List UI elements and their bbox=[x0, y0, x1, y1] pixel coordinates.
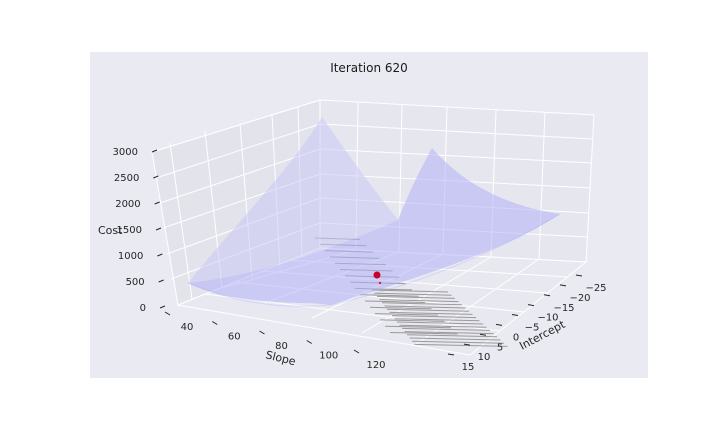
y-tick-label: 15 bbox=[462, 362, 475, 373]
z-axis: 0 500 1000 1500 2000 2500 3000 bbox=[113, 147, 166, 314]
y-tick-label: 10 bbox=[478, 352, 491, 363]
z-tick-mark bbox=[158, 279, 164, 283]
z-tick-label: 1500 bbox=[117, 225, 142, 236]
x-tick-mark bbox=[164, 311, 171, 316]
z-axis-label: Cost bbox=[98, 224, 123, 237]
z-tick-mark bbox=[159, 305, 166, 309]
contour-line bbox=[379, 319, 445, 322]
y-tick-label: −15 bbox=[553, 303, 574, 314]
y-tick-mark bbox=[447, 353, 455, 356]
contour-line bbox=[411, 340, 505, 344]
contour-line bbox=[384, 325, 452, 329]
contour-line bbox=[406, 334, 498, 338]
contour-line bbox=[401, 327, 491, 331]
current-point-marker bbox=[373, 271, 381, 279]
y-tick-label: −5 bbox=[525, 323, 540, 334]
x-tick-mark bbox=[211, 321, 218, 325]
y-tick-label: −20 bbox=[569, 293, 590, 304]
contour-line bbox=[376, 295, 456, 299]
z-tick-mark bbox=[155, 227, 162, 231]
contour-line bbox=[371, 289, 449, 293]
surface-left-lobe bbox=[188, 117, 398, 283]
contour-line bbox=[374, 313, 439, 316]
z-tick-mark bbox=[153, 175, 159, 179]
x-tick-label: 60 bbox=[228, 332, 241, 343]
z-tick-label: 2000 bbox=[115, 199, 140, 210]
y-tick-mark bbox=[543, 294, 551, 297]
y-tick-mark bbox=[559, 284, 567, 287]
x-tick-mark bbox=[306, 340, 313, 344]
y-tick-label: −10 bbox=[537, 313, 558, 324]
x-tick-label: 80 bbox=[275, 341, 288, 352]
z-tick-mark bbox=[157, 253, 163, 257]
contour-line bbox=[379, 299, 459, 303]
contour-line bbox=[364, 300, 426, 303]
y-tick-mark bbox=[463, 343, 471, 346]
x-tick-mark bbox=[353, 349, 360, 354]
x-tick-mark bbox=[259, 330, 265, 335]
contour-line bbox=[389, 311, 473, 315]
z-tick-mark bbox=[154, 201, 160, 205]
contour-line bbox=[389, 332, 458, 335]
current-point-shadow bbox=[378, 281, 382, 285]
y-tick-mark bbox=[511, 314, 519, 316]
contour-line bbox=[384, 305, 466, 309]
z-tick-mark bbox=[151, 149, 158, 153]
z-tick-label: 500 bbox=[126, 277, 145, 288]
x-tick-label: 100 bbox=[319, 351, 338, 362]
x-tick-label: 40 bbox=[181, 322, 194, 333]
y-tick-mark bbox=[575, 274, 583, 277]
surface-right-lobe bbox=[188, 148, 560, 305]
contour-line bbox=[396, 321, 484, 325]
contour-line bbox=[399, 324, 487, 328]
contour-line bbox=[394, 318, 480, 322]
z-tick-label: 2500 bbox=[114, 173, 139, 184]
y-tick-mark bbox=[495, 323, 503, 326]
y-tick-label: −25 bbox=[585, 283, 606, 294]
cost-surface bbox=[187, 117, 561, 307]
contour-line bbox=[386, 308, 470, 312]
contour-line bbox=[381, 302, 463, 306]
z-tick-label: 0 bbox=[140, 303, 146, 314]
chart-title: Iteration 620 bbox=[330, 61, 408, 75]
z-tick-label: 3000 bbox=[113, 147, 138, 158]
contour-line bbox=[409, 337, 501, 341]
x-tick-label: 120 bbox=[366, 360, 385, 371]
y-tick-mark bbox=[527, 304, 535, 307]
y-tick-label: 0 bbox=[513, 332, 519, 343]
z-tick-label: 1000 bbox=[118, 251, 143, 262]
contour-line bbox=[404, 331, 494, 335]
contour-line bbox=[374, 292, 452, 296]
contour-line bbox=[369, 306, 432, 310]
contour-line bbox=[414, 343, 508, 347]
contour-line bbox=[391, 315, 477, 319]
current-point bbox=[373, 271, 382, 285]
y-tick-mark bbox=[479, 333, 487, 336]
contour-line bbox=[359, 294, 419, 297]
x-axis: 40 60 80 100 120 bbox=[164, 311, 386, 371]
y-tick-label: 5 bbox=[497, 342, 503, 353]
surface-front-edge bbox=[187, 213, 561, 307]
